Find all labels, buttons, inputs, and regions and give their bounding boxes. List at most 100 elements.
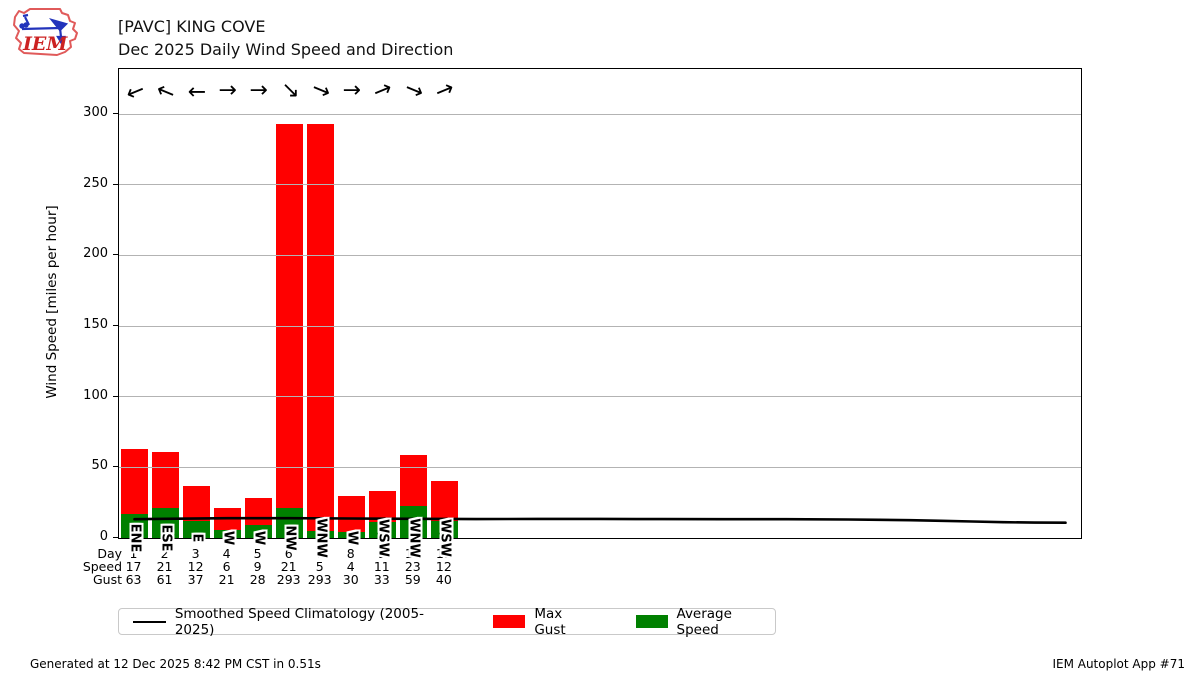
table-cell-gust-day-11: 40	[435, 572, 452, 587]
legend-label-climatology: Smoothed Speed Climatology (2005-2025)	[174, 605, 424, 638]
y-tick-label-200: 200	[83, 246, 108, 262]
table-cell-gust-day-2: 61	[156, 572, 173, 587]
x-tick-mark-day-6	[288, 538, 290, 542]
legend-label-max-gust: Max Gust	[534, 605, 566, 638]
table-cell-speed-day-6: 21	[280, 559, 297, 574]
y-axis-title: Wind Speed [miles per hour]	[44, 205, 60, 399]
table-cell-day-day-3: 3	[191, 546, 200, 561]
legend: Smoothed Speed Climatology (2005-2025) M…	[118, 605, 776, 638]
max-gust-bar-day-8	[338, 495, 366, 538]
table-cell-gust-day-8: 30	[342, 572, 359, 587]
y-tick-mark-150	[113, 325, 118, 327]
y-tick-mark-300	[113, 113, 118, 115]
table-row-label-gust: Gust	[92, 572, 122, 587]
gridline-150	[119, 325, 1081, 327]
average-speed-bar-day-6	[276, 508, 304, 538]
max-gust-bar-day-7	[307, 124, 335, 538]
table-cell-speed-day-10: 23	[404, 559, 421, 574]
y-tick-mark-250	[113, 183, 118, 185]
table-cell-speed-day-3: 12	[187, 559, 204, 574]
wind-direction-label-day-3: E	[189, 533, 205, 543]
y-tick-mark-100	[113, 395, 118, 397]
table-cell-day-day-2: 2	[160, 546, 169, 561]
y-tick-label-250: 250	[83, 175, 108, 191]
average-speed-bar-day-10	[400, 505, 428, 538]
table-cell-day-day-10: 10	[404, 546, 421, 561]
table-cell-gust-day-3: 37	[187, 572, 204, 587]
y-tick-label-50: 50	[91, 458, 108, 474]
x-tick-mark-day-9	[381, 538, 383, 542]
wind-direction-label-day-7: WNW	[313, 518, 329, 558]
x-tick-mark-day-4	[226, 538, 228, 542]
x-tick-mark-day-1	[133, 538, 135, 542]
app-id-text: IEM Autoplot App #71	[1052, 657, 1185, 671]
average-speed-bar-day-11	[431, 521, 459, 538]
y-tick-label-300: 300	[83, 105, 108, 121]
station-title: [PAVC] KING COVE	[118, 17, 266, 36]
table-cell-gust-day-9: 33	[373, 572, 390, 587]
y-tick-label-0: 0	[99, 529, 108, 544]
y-tick-mark-50	[113, 466, 118, 468]
y-tick-mark-0	[113, 537, 118, 538]
legend-swatch-average-speed	[635, 615, 668, 628]
table-cell-speed-day-9: 11	[373, 559, 390, 574]
table-cell-gust-day-5: 28	[249, 572, 266, 587]
table-cell-day-day-7: 7	[315, 546, 324, 561]
average-speed-bar-day-4	[214, 529, 242, 538]
average-speed-bar-day-7	[307, 530, 335, 538]
chart-subtitle: Dec 2025 Daily Wind Speed and Direction	[118, 40, 454, 59]
wind-direction-label-day-1: ENE	[127, 523, 143, 553]
wind-direction-label-day-6: NW	[282, 525, 298, 551]
average-speed-bar-day-8	[338, 532, 366, 538]
x-tick-mark-day-11	[443, 538, 445, 542]
wind-direction-arrow-day-8: →	[342, 78, 361, 103]
wind-direction-arrow-day-3: →	[187, 79, 206, 104]
gridline-250	[119, 184, 1081, 186]
table-cell-gust-day-4: 21	[218, 572, 235, 587]
x-tick-mark-day-10	[412, 538, 414, 542]
table-cell-day-day-8: 8	[346, 546, 355, 561]
table-cell-gust-day-10: 59	[404, 572, 421, 587]
y-tick-label-100: 100	[83, 387, 108, 403]
plot-area: → ENE → ESE → E → W → W → NW → WNW → W → WSW → WNW → WSW	[118, 68, 1082, 558]
wind-direction-label-day-4: W	[220, 530, 236, 546]
x-tick-mark-day-3	[195, 538, 197, 542]
y-tick-label-150: 150	[83, 317, 108, 333]
gridline-100	[119, 396, 1081, 398]
wind-direction-label-day-2: ESE	[158, 524, 174, 552]
table-row-label-day: Day	[97, 546, 122, 561]
table-cell-day-day-1: 1	[129, 546, 138, 561]
wind-direction-arrow-day-5: →	[249, 78, 268, 103]
table-cell-speed-day-5: 9	[253, 559, 262, 574]
table-cell-speed-day-2: 21	[156, 559, 173, 574]
x-tick-mark-day-7	[319, 538, 321, 542]
wind-direction-label-day-10: WNW	[406, 518, 422, 558]
table-cell-day-day-9: 9	[377, 546, 386, 561]
y-tick-mark-200	[113, 254, 118, 256]
wind-direction-label-day-11: WSW	[437, 518, 453, 558]
wind-direction-label-day-9: WSW	[375, 518, 391, 558]
table-cell-speed-day-8: 4	[346, 559, 355, 574]
table-cell-gust-day-1: 63	[125, 572, 142, 587]
average-speed-bar-day-3	[183, 521, 211, 538]
average-speed-bar-day-5	[245, 525, 273, 538]
table-cell-speed-day-4: 6	[222, 559, 231, 574]
chart-title-block: [PAVC] KING COVE Dec 2025 Daily Wind Spe…	[118, 15, 453, 61]
table-row-label-speed: Speed	[82, 559, 122, 574]
table-cell-speed-day-11: 12	[435, 559, 452, 574]
x-tick-mark-day-2	[164, 538, 166, 542]
wind-direction-label-day-5: W	[251, 530, 267, 546]
iem-logo: IEM	[8, 4, 80, 64]
table-cell-gust-day-7: 293	[307, 572, 332, 587]
climatology-line	[133, 516, 1067, 525]
x-tick-mark-day-5	[257, 538, 259, 542]
gridline-300	[119, 113, 1081, 115]
table-cell-day-day-11: 11	[435, 546, 452, 561]
wind-direction-arrow-day-4: →	[218, 78, 237, 103]
legend-line-sample	[133, 620, 166, 623]
table-cell-day-day-4: 4	[222, 546, 231, 561]
svg-text:IEM: IEM	[22, 33, 68, 55]
gridline-200	[119, 254, 1081, 256]
generated-at-text: Generated at 12 Dec 2025 8:42 PM CST in …	[30, 657, 321, 671]
